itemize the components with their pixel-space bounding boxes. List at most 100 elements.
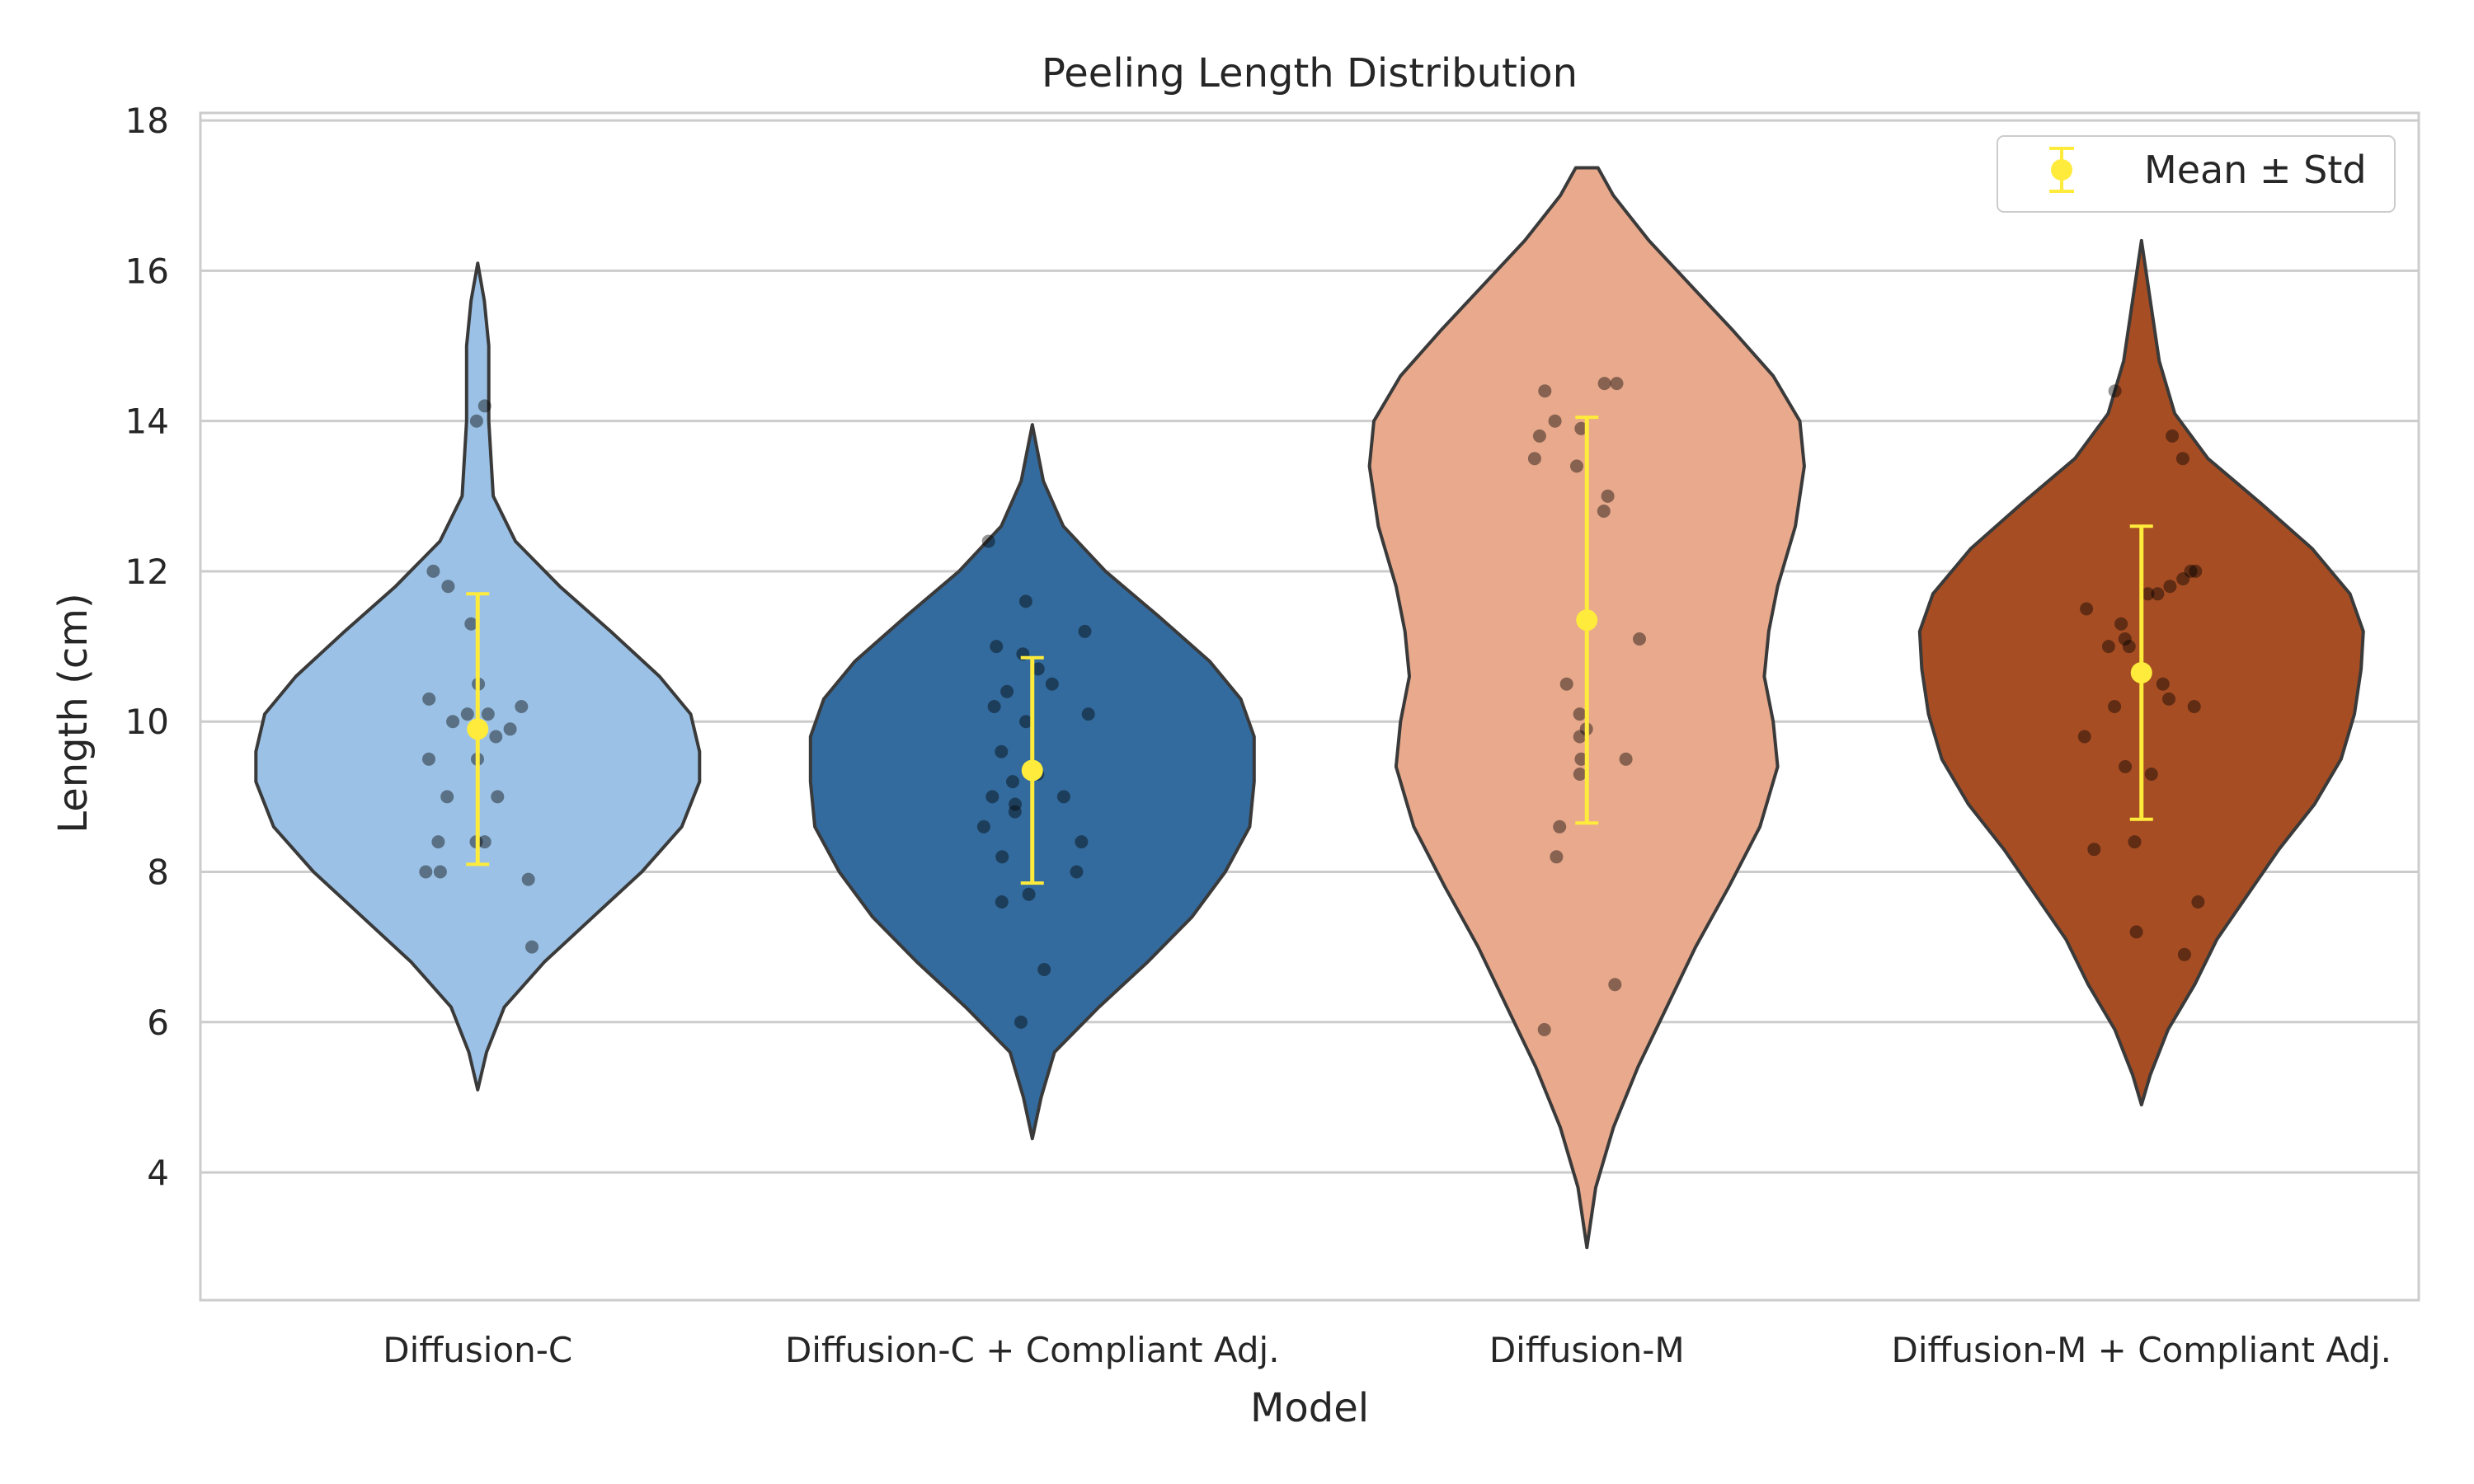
y-tick-18: 18 [125, 101, 169, 141]
x-tick-labels: Diffusion-C Diffusion-C + Compliant Adj. D… [383, 1330, 2392, 1370]
legend-marker [2049, 147, 2074, 193]
data-point-3-4 [1548, 414, 1562, 428]
data-point-1-23 [521, 872, 535, 886]
data-point-1-4 [441, 580, 455, 594]
y-tick-10: 10 [125, 702, 169, 742]
data-point-2-14 [1006, 775, 1019, 789]
data-point-2-6 [1031, 662, 1045, 676]
data-point-3-9 [1601, 489, 1615, 503]
data-point-2-17 [1009, 797, 1022, 811]
legend: Mean ± Std [1997, 135, 2396, 213]
data-point-3-15 [1573, 730, 1587, 744]
data-point-3-7 [1527, 452, 1541, 466]
data-point-1-5 [464, 617, 478, 631]
data-point-1-13 [489, 730, 503, 744]
data-point-1-8 [515, 700, 529, 713]
x-tick-1: Diffusion-C [383, 1330, 572, 1370]
data-point-2-19 [976, 819, 990, 834]
y-tick-12: 12 [125, 552, 169, 592]
data-point-3-22 [1537, 1022, 1551, 1036]
mean-std-markers [466, 416, 2153, 885]
data-point-2-25 [1037, 963, 1051, 976]
data-point-1-24 [525, 940, 539, 954]
data-point-2-1 [981, 534, 995, 548]
data-point-4-9 [2141, 587, 2155, 601]
data-point-3-11 [1633, 632, 1646, 646]
data-point-2-4 [990, 640, 1004, 654]
data-point-3-18 [1573, 768, 1587, 781]
data-point-1-16 [440, 790, 454, 804]
legend-box [1997, 135, 2396, 213]
data-point-4-16 [2162, 692, 2175, 706]
data-point-4-8 [2151, 587, 2165, 601]
data-point-3-6 [1532, 429, 1546, 443]
data-point-3-8 [1570, 459, 1583, 473]
data-point-1-7 [422, 692, 436, 706]
data-point-3-12 [1559, 677, 1573, 691]
data-point-3-17 [1574, 752, 1588, 766]
legend-label: Mean ± Std [2144, 148, 2367, 192]
data-point-2-20 [1075, 835, 1089, 849]
data-point-4-11 [2114, 617, 2128, 631]
x-tick-3: Diffusion-M [1489, 1330, 1685, 1370]
data-point-3-16 [1619, 752, 1633, 766]
data-point-1-17 [491, 790, 505, 804]
data-point-3-21 [1608, 978, 1622, 992]
data-point-1-19 [477, 835, 492, 849]
data-point-4-2 [2166, 429, 2180, 443]
data-point-1-22 [419, 865, 433, 879]
data-point-2-2 [1018, 594, 1032, 608]
data-point-2-12 [995, 744, 1009, 758]
data-point-2-24 [995, 895, 1009, 909]
data-point-2-22 [1070, 865, 1084, 879]
legend-mean-dot [2051, 159, 2072, 181]
data-point-2-16 [1056, 790, 1070, 804]
data-point-3-3 [1538, 384, 1552, 398]
data-point-1-3 [426, 564, 440, 578]
data-point-4-26 [2177, 947, 2191, 961]
data-point-4-21 [2144, 768, 2158, 781]
data-point-2-15 [985, 790, 999, 804]
data-point-1-18 [431, 835, 445, 849]
data-point-3-2 [1597, 377, 1611, 391]
mean-dot-3 [1576, 609, 1598, 632]
data-point-4-15 [2156, 677, 2170, 691]
data-point-4-18 [2187, 700, 2201, 713]
y-axis-label: Length (cm) [50, 593, 96, 833]
x-axis-label: Model [1250, 1385, 1369, 1431]
data-point-4-25 [2129, 925, 2143, 939]
data-point-4-14 [2122, 640, 2136, 654]
y-tick-16: 16 [125, 251, 169, 291]
x-tick-2: Diffusion-C + Compliant Adj. [785, 1330, 1280, 1370]
data-point-4-7 [2163, 580, 2177, 594]
data-point-1-9 [481, 707, 495, 721]
y-tick-labels: 4 6 8 10 12 14 16 18 [125, 101, 169, 1193]
data-point-2-3 [1078, 624, 1092, 638]
data-point-1-11 [446, 715, 460, 729]
data-point-3-20 [1550, 850, 1564, 864]
y-tick-6: 6 [147, 1003, 169, 1043]
data-point-1-21 [433, 865, 447, 879]
data-point-2-26 [1014, 1015, 1028, 1029]
data-point-2-7 [1045, 677, 1059, 691]
data-point-2-21 [995, 850, 1009, 864]
data-point-4-1 [2108, 384, 2122, 398]
data-point-3-13 [1573, 707, 1587, 721]
data-point-2-23 [1022, 887, 1036, 901]
data-point-4-10 [2080, 602, 2094, 616]
chart-title: Peeling Length Distribution [1042, 50, 1578, 96]
data-point-4-12 [2118, 632, 2132, 646]
data-point-4-20 [2119, 759, 2133, 773]
data-point-4-13 [2101, 640, 2115, 654]
x-tick-4: Diffusion-M + Compliant Adj. [1892, 1330, 2392, 1370]
data-point-3-5 [1574, 421, 1588, 435]
data-point-2-18 [1008, 805, 1022, 819]
data-point-1-14 [422, 752, 435, 766]
mean-dot-2 [1021, 759, 1043, 782]
jitter-points [419, 377, 2205, 1036]
data-point-2-11 [1019, 715, 1033, 729]
data-point-1-1 [469, 414, 483, 428]
data-point-2-9 [987, 700, 1001, 713]
data-point-4-3 [2175, 452, 2189, 466]
